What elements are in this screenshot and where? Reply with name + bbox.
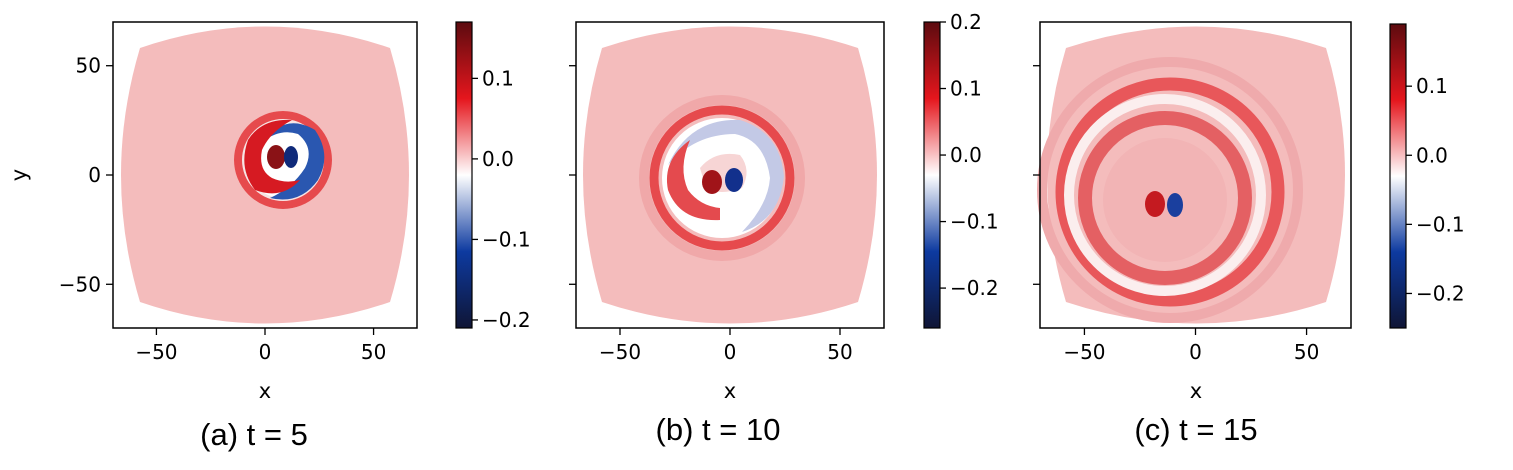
axes-a: −50 0 50 −50 0 50 — [59, 54, 387, 364]
panel-c: −50 0 50 x (c) t = 15 0.1 0.0 −0.1 −0.2 — [1033, 21, 1465, 447]
colorbar-tick-label: 0.1 — [950, 77, 982, 101]
ylabel-a: y — [7, 169, 31, 181]
xtick-label: 50 — [1294, 340, 1319, 364]
colorbar-tick-label: −0.2 — [482, 308, 531, 332]
vortex-negative-c — [1167, 193, 1183, 217]
xtick-label: 0 — [1189, 340, 1202, 364]
heatmap-b — [576, 22, 884, 328]
axes-b: −50 0 50 — [569, 65, 853, 364]
heatmap-a — [113, 22, 417, 328]
xlabel-c: x — [1190, 379, 1202, 403]
spiral-mid-ring-c — [1078, 111, 1252, 285]
colorbar-tick-label: −0.1 — [950, 210, 999, 234]
spiral-white-ring-c — [1064, 94, 1266, 296]
vortex-positive-a — [267, 145, 285, 169]
vortex-positive-c — [1145, 191, 1165, 217]
axes-c: −50 0 50 — [1033, 65, 1319, 364]
ytick-label: −50 — [59, 272, 101, 296]
colorbar-tick-label: 0.0 — [950, 143, 982, 167]
panel-a: −50 0 50 −50 0 50 x y (a) t = 5 0.1 0.0 −0.1 −0.… — [7, 21, 531, 452]
spiral-red-ring-c — [1055, 77, 1285, 307]
colorbar-tick-label: 0.2 — [950, 10, 982, 34]
vortex-negative-a — [284, 146, 298, 168]
caption-c: (c) t = 15 — [1134, 412, 1257, 447]
vortex-negative-b — [725, 168, 743, 192]
spiral-outer-ring-b — [639, 95, 805, 261]
colorbar-tick-label: −0.1 — [1416, 212, 1465, 236]
colorbar-c — [1389, 23, 1407, 329]
spiral-positive-arm-b — [666, 140, 720, 221]
ytick-label: 0 — [88, 163, 101, 187]
caption-b: (b) t = 10 — [656, 412, 781, 447]
colorbar-b — [923, 21, 941, 329]
colorbar-tick-label: 0.1 — [482, 66, 514, 90]
colorbar-ticks-c: 0.1 0.0 −0.1 −0.2 — [1406, 74, 1465, 305]
colorbar-tick-label: −0.1 — [482, 227, 531, 251]
colorbar-a — [455, 21, 473, 329]
colorbar-tick-label: 0.0 — [482, 147, 514, 171]
xtick-label: 0 — [259, 340, 272, 364]
colorbar-tick-label: −0.2 — [1416, 281, 1465, 305]
spiral-positive-arm-a — [244, 119, 300, 194]
colorbar-ticks-a: 0.1 0.0 −0.1 −0.2 — [472, 66, 531, 332]
xlabel-a: x — [259, 379, 271, 403]
spiral-negative-arm-a — [262, 123, 325, 200]
colorbar-tick-label: 0.0 — [1416, 143, 1448, 167]
colorbar-tick-label: −0.2 — [950, 276, 999, 300]
xtick-label: 50 — [361, 340, 386, 364]
xlabel-b: x — [724, 379, 736, 403]
xtick-label: 0 — [724, 340, 737, 364]
colorbar-tick-label: 0.1 — [1416, 74, 1448, 98]
xtick-label: −50 — [135, 340, 177, 364]
xtick-label: 50 — [827, 340, 852, 364]
heatmap-c — [1037, 22, 1351, 328]
spiral-red-ring-a — [234, 111, 332, 209]
xtick-label: −50 — [1063, 340, 1105, 364]
colorbar-ticks-b: 0.2 0.1 0.0 −0.1 −0.2 — [940, 10, 999, 300]
ytick-label: 50 — [76, 54, 101, 78]
xtick-label: −50 — [599, 340, 641, 364]
spiral-inner-c — [1103, 138, 1227, 262]
spiral-red-ring-b — [649, 105, 795, 251]
spiral-outer-ring-c — [1037, 57, 1303, 323]
caption-a: (a) t = 5 — [200, 417, 308, 452]
vortex-positive-b — [702, 170, 722, 194]
panel-b: −50 0 50 x (b) t = 10 0.2 0.1 0.0 −0.1 −0.2 — [569, 10, 999, 447]
